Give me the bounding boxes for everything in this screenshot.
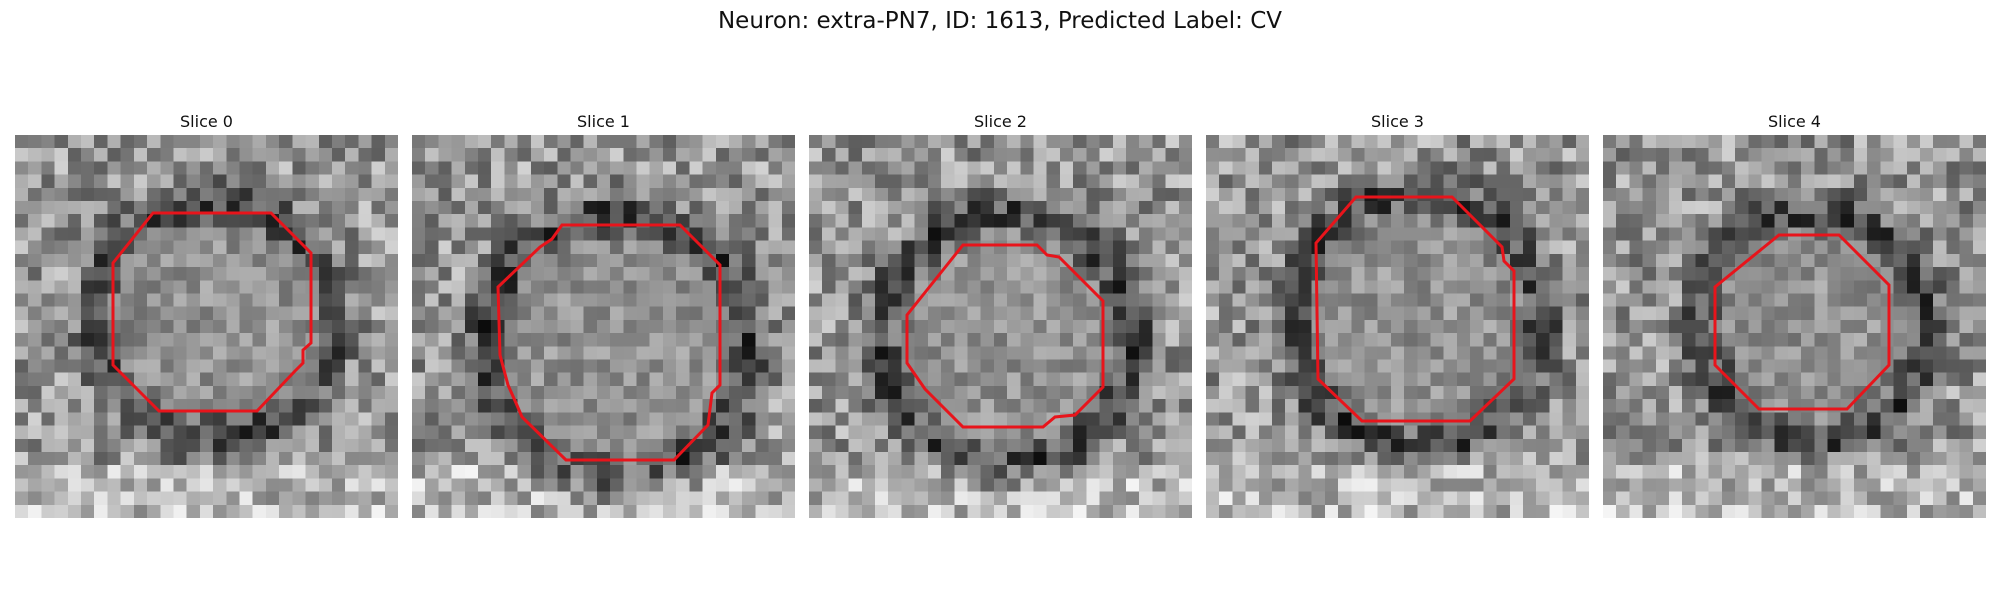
segmentation-contour <box>1713 233 1891 411</box>
contour-outline <box>496 223 722 462</box>
slice-image <box>1206 135 1589 518</box>
figure-title: Neuron: extra-PN7, ID: 1613, Predicted L… <box>717 8 1283 34</box>
slice-title: Slice 0 <box>180 112 233 131</box>
segmentation-contour <box>1314 195 1516 423</box>
contour-outline <box>111 211 313 413</box>
slice-title: Slice 2 <box>974 112 1027 131</box>
slice-image <box>15 135 398 518</box>
slice-panel-4: Slice 4 <box>1603 111 1986 518</box>
slice-title: Slice 4 <box>1768 112 1821 131</box>
slice-panel-2: Slice 2 <box>809 111 1192 518</box>
slice-image <box>1603 135 1986 518</box>
segmentation-contour <box>111 211 313 413</box>
contour-outline <box>1314 195 1516 423</box>
slice-image <box>412 135 795 518</box>
slice-panel-3: Slice 3 <box>1206 111 1589 518</box>
slice-panel-0: Slice 0 <box>15 111 398 518</box>
slice-panel-1: Slice 1 <box>412 111 795 518</box>
slice-title: Slice 1 <box>577 112 630 131</box>
segmentation-contour <box>905 243 1105 429</box>
segmentation-contour <box>496 223 722 462</box>
slice-title: Slice 3 <box>1371 112 1424 131</box>
contour-outline <box>905 243 1105 429</box>
slice-image <box>809 135 1192 518</box>
contour-outline <box>1713 233 1891 411</box>
